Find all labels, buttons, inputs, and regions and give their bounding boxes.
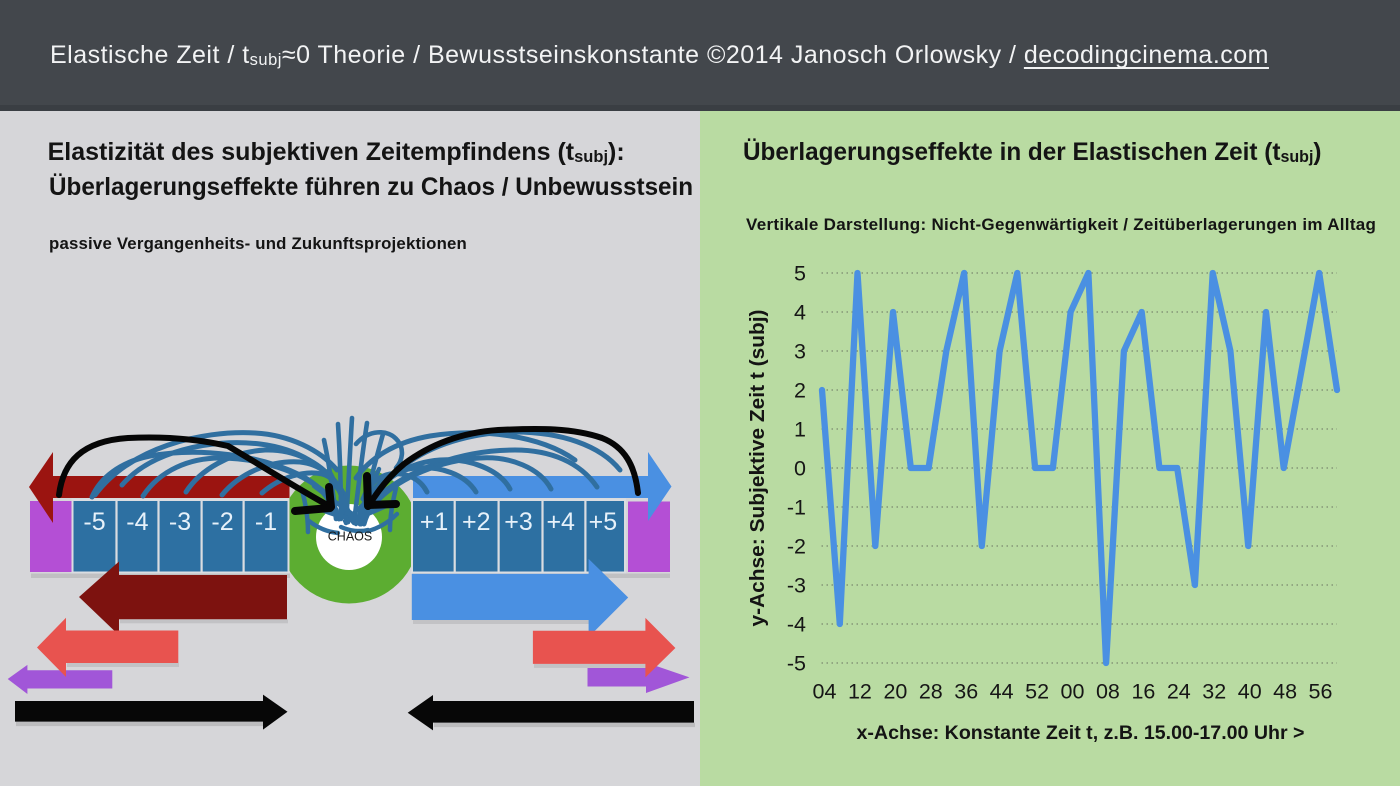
svg-text:-1: -1	[787, 496, 806, 520]
svg-text:-2: -2	[787, 535, 806, 559]
svg-text:-3: -3	[169, 508, 191, 536]
svg-text:36: 36	[954, 680, 978, 704]
svg-text:00: 00	[1061, 680, 1085, 704]
svg-text:-4: -4	[787, 613, 806, 637]
svg-text:04: 04	[813, 680, 837, 704]
svg-text:-1: -1	[255, 508, 277, 536]
svg-text:24: 24	[1167, 680, 1191, 704]
svg-text:20: 20	[883, 680, 907, 704]
svg-text:40: 40	[1238, 680, 1262, 704]
svg-text:32: 32	[1202, 680, 1226, 704]
svg-text:16: 16	[1131, 680, 1155, 704]
svg-text:44: 44	[990, 680, 1014, 704]
svg-text:08: 08	[1096, 680, 1120, 704]
svg-text:12: 12	[848, 680, 872, 704]
svg-text:y-Achse: Subjektive Zeit t (su: y-Achse: Subjektive Zeit t (subj)	[746, 310, 769, 627]
svg-text:56: 56	[1309, 680, 1333, 704]
svg-text:+5: +5	[589, 508, 618, 536]
svg-text:-4: -4	[126, 508, 148, 536]
svg-text:CHAOS: CHAOS	[328, 530, 372, 544]
svg-text:0: 0	[794, 457, 806, 481]
svg-text:-2: -2	[211, 508, 233, 536]
svg-text:-3: -3	[787, 574, 806, 598]
svg-text:+1: +1	[420, 508, 449, 536]
svg-text:+2: +2	[462, 508, 491, 536]
svg-text:48: 48	[1273, 680, 1297, 704]
svg-text:4: 4	[794, 301, 806, 325]
svg-text:x-Achse: Konstante Zeit t, z.B: x-Achse: Konstante Zeit t, z.B. 15.00-17…	[857, 723, 1305, 744]
svg-text:52: 52	[1025, 680, 1049, 704]
svg-text:-5: -5	[83, 508, 105, 536]
svg-text:+4: +4	[546, 508, 575, 536]
svg-text:5: 5	[794, 262, 806, 286]
svg-text:1: 1	[794, 418, 806, 442]
svg-text:2: 2	[794, 379, 806, 403]
svg-text:3: 3	[794, 340, 806, 364]
svg-text:+3: +3	[504, 508, 533, 536]
svg-text:28: 28	[919, 680, 943, 704]
svg-text:-5: -5	[787, 652, 806, 676]
